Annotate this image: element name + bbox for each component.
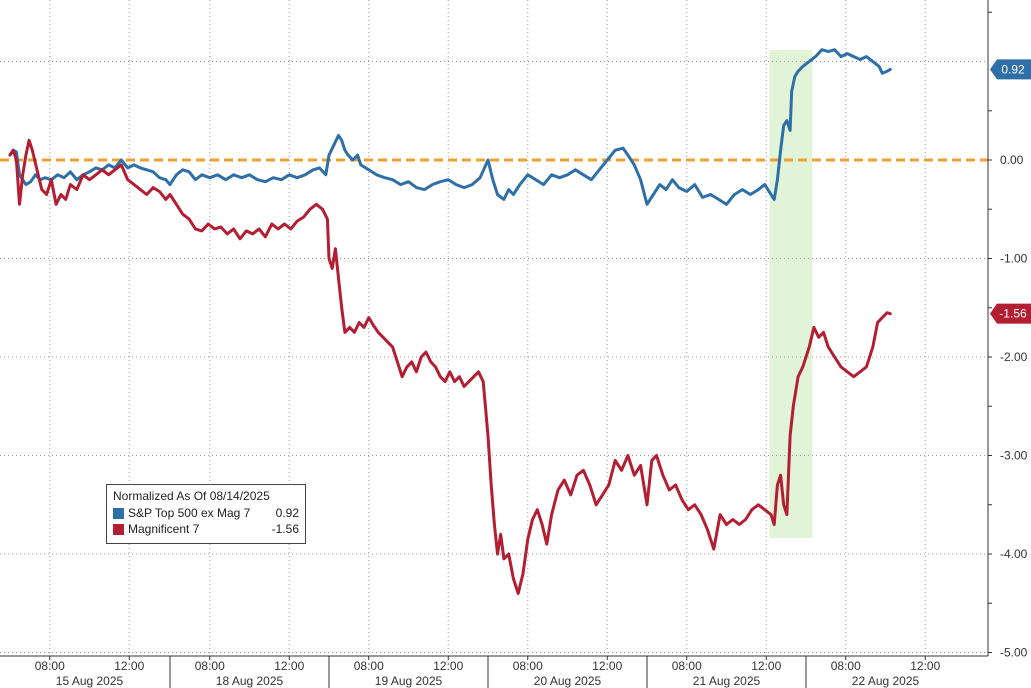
x-date-label: 15 Aug 2025 (56, 674, 124, 688)
x-date-label: 18 Aug 2025 (216, 674, 284, 688)
end-value-label: 0.92 (990, 59, 1031, 80)
legend-swatch-sp500 (113, 507, 124, 519)
x-time-tick-label: 12:00 (433, 659, 463, 673)
end-value-tag (990, 59, 1031, 80)
x-time-tick-label: 08:00 (513, 659, 543, 673)
end-value-label: -1.56 (990, 303, 1031, 324)
legend-value-sp500: 0.92 (275, 506, 299, 520)
series-line-magnificent-7 (8, 138, 892, 595)
x-time-tick-label: 08:00 (672, 659, 702, 673)
x-date-label: 21 Aug 2025 (693, 674, 761, 688)
x-time-tick-label: 08:00 (831, 659, 861, 673)
end-value-text: 0.92 (1001, 62, 1025, 76)
legend-item-mag7: Magnificent 7 -1.56 (113, 521, 299, 537)
end-value-tag (990, 303, 1031, 324)
legend-label-sp500: S&P Top 500 ex Mag 7 (128, 506, 251, 520)
x-time-tick-label: 08:00 (35, 659, 65, 673)
x-time-tick-label: 12:00 (114, 659, 144, 673)
plot-area (0, 0, 988, 656)
x-time-tick-label: 08:00 (195, 659, 225, 673)
legend-value-mag7: -1.56 (271, 522, 299, 536)
y-tick-label: -1.00 (1000, 252, 1028, 266)
x-date-label: 22 Aug 2025 (852, 674, 920, 688)
y-tick-label: 0.00 (1000, 153, 1024, 167)
y-tick-label: -5.00 (1000, 646, 1028, 660)
x-date-label: 19 Aug 2025 (375, 674, 443, 688)
x-time-tick-label: 12:00 (592, 659, 622, 673)
legend-title: Normalized As Of 08/14/2025 (113, 489, 270, 503)
legend-item-sp500: S&P Top 500 ex Mag 7 0.92 (113, 505, 299, 521)
legend-swatch-mag7 (113, 523, 124, 535)
legend-label-mag7: Magnificent 7 (128, 522, 200, 536)
end-value-text: -1.56 (999, 307, 1027, 321)
y-tick-label: -4.00 (1000, 547, 1028, 561)
x-time-tick-label: 12:00 (910, 659, 940, 673)
series-line-sp500-ex-mag7 (8, 48, 892, 206)
x-time-tick-label: 12:00 (274, 659, 304, 673)
y-tick-label: -2.00 (1000, 350, 1028, 364)
x-time-tick-label: 12:00 (751, 659, 781, 673)
x-date-label: 20 Aug 2025 (534, 674, 602, 688)
x-time-tick-label: 08:00 (354, 659, 384, 673)
legend: Normalized As Of 08/14/2025 S&P Top 500 … (106, 484, 306, 544)
y-tick-label: -3.00 (1000, 449, 1028, 463)
